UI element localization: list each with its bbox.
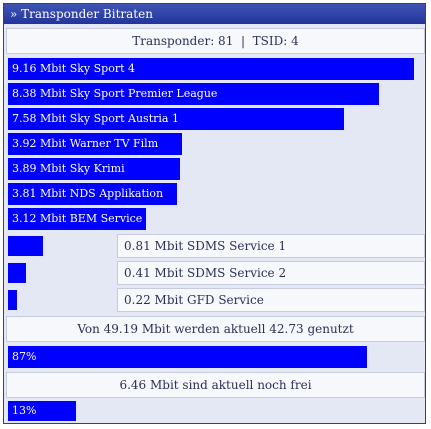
service-label-sdms-service-1: 0.81 Mbit SDMS Service 1 bbox=[117, 234, 425, 258]
service-bar-label: 3.12 Mbit BEM Service bbox=[12, 212, 143, 225]
service-bar-gfd-service bbox=[8, 290, 17, 310]
service-bar-label: 3.92 Mbit Warner TV Film bbox=[12, 137, 159, 150]
service-bar-label: 7.58 Mbit Sky Sport Austria 1 bbox=[12, 112, 179, 125]
service-bar-sdms-service-2 bbox=[8, 263, 26, 283]
service-label-sdms-service-2: 0.41 Mbit SDMS Service 2 bbox=[117, 261, 425, 285]
service-bar-nds-applikation: 3.81 Mbit NDS Applikation bbox=[8, 183, 177, 205]
service-bar-sky-sport-premier-league: 8.38 Mbit Sky Sport Premier League bbox=[8, 83, 379, 105]
free-bar: 13% bbox=[8, 401, 76, 421]
service-bar-sdms-service-1 bbox=[8, 236, 43, 256]
transponder-header: Transponder: 81 | TSID: 4 bbox=[6, 28, 425, 54]
service-bar-sky-sport-4: 9.16 Mbit Sky Sport 4 bbox=[8, 58, 414, 80]
service-bar-label: 9.16 Mbit Sky Sport 4 bbox=[12, 62, 136, 75]
service-bar-bem-service: 3.12 Mbit BEM Service bbox=[8, 208, 146, 230]
service-bar-sky-sport-austria-1: 7.58 Mbit Sky Sport Austria 1 bbox=[8, 108, 344, 130]
service-label-gfd-service: 0.22 Mbit GFD Service bbox=[117, 288, 425, 312]
usage-percent-label: 87% bbox=[12, 350, 37, 363]
service-bar-warner-tv-film: 3.92 Mbit Warner TV Film bbox=[8, 133, 182, 155]
service-bar-label: 3.81 Mbit NDS Applikation bbox=[12, 187, 164, 200]
usage-summary-text: Von 49.19 Mbit werden aktuell 42.73 genu… bbox=[77, 322, 354, 336]
service-bar-label: 3.89 Mbit Sky Krimi bbox=[12, 162, 125, 175]
panel-title: » Transponder Bitraten bbox=[4, 4, 425, 24]
usage-summary: Von 49.19 Mbit werden aktuell 42.73 genu… bbox=[6, 316, 425, 342]
usage-bar: 87% bbox=[8, 346, 367, 368]
free-summary-text: 6.46 Mbit sind aktuell noch frei bbox=[119, 378, 312, 392]
transponder-bitrate-panel: » Transponder Bitraten Transponder: 81 |… bbox=[3, 3, 426, 424]
transponder-header-text: Transponder: 81 | TSID: 4 bbox=[132, 34, 299, 48]
service-bar-label: 8.38 Mbit Sky Sport Premier League bbox=[12, 87, 218, 100]
free-summary: 6.46 Mbit sind aktuell noch frei bbox=[6, 372, 425, 398]
service-bar-sky-krimi: 3.89 Mbit Sky Krimi bbox=[8, 158, 180, 180]
free-percent-label: 13% bbox=[12, 404, 37, 417]
